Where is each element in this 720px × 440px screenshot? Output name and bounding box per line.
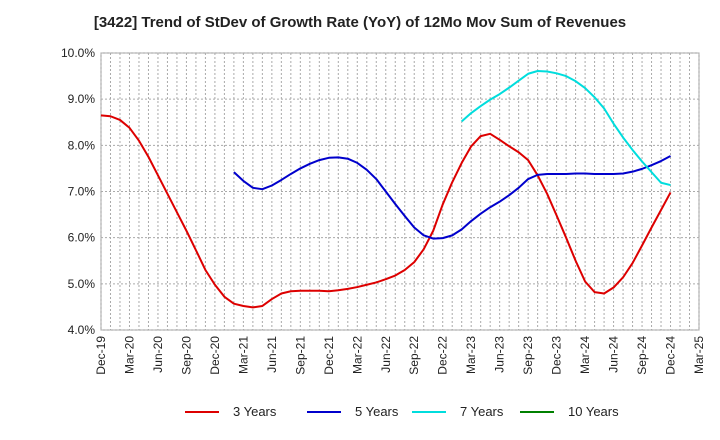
y-tick-label: 10.0% bbox=[61, 46, 95, 60]
x-tick-label: Dec-24 bbox=[664, 336, 678, 375]
legend-label: 3 Years bbox=[233, 404, 277, 419]
y-tick-label: 8.0% bbox=[68, 138, 96, 152]
x-tick-label: Jun-24 bbox=[607, 336, 621, 373]
legend-item-5-years: 5 Years bbox=[307, 404, 398, 419]
legend-label: 5 Years bbox=[355, 404, 399, 419]
series-line-7-years bbox=[461, 70, 671, 187]
series-line-5-years bbox=[233, 155, 671, 240]
x-tick-label: Mar-25 bbox=[692, 336, 706, 374]
x-tick-label: Dec-21 bbox=[322, 336, 336, 375]
x-tick-label: Dec-23 bbox=[550, 336, 564, 375]
x-tick-label: Dec-22 bbox=[436, 336, 450, 375]
x-tick-label: Dec-20 bbox=[208, 336, 222, 375]
x-tick-label: Mar-20 bbox=[122, 336, 136, 374]
legend-swatch bbox=[412, 410, 446, 413]
x-tick-label: Sep-22 bbox=[407, 336, 421, 375]
legend-item-10-years: 10 Years bbox=[520, 404, 619, 419]
x-tick-label: Sep-24 bbox=[635, 336, 649, 375]
x-axis-ticks: Dec-19 Mar-20 Jun-20 Sep-20 Dec-20 Mar-21 Jun-… bbox=[94, 336, 706, 375]
legend-item-7-years: 7 Years bbox=[412, 404, 503, 419]
y-tick-label: 4.0% bbox=[68, 323, 96, 337]
series-lines bbox=[100, 70, 672, 309]
legend-label: 7 Years bbox=[460, 404, 504, 419]
x-tick-label: Dec-19 bbox=[94, 336, 108, 375]
x-tick-label: Jun-23 bbox=[493, 336, 507, 373]
legend: 3 Years 5 Years 7 Years 10 Years bbox=[0, 404, 720, 426]
chart-title: [3422] Trend of StDev of Growth Rate (Yo… bbox=[93, 14, 627, 31]
x-tick-label: Mar-24 bbox=[578, 336, 592, 374]
y-axis-ticks: 4.0% 5.0% 6.0% 7.0% 8.0% 9.0% 10.0% bbox=[61, 46, 95, 337]
x-tick-label: Jun-22 bbox=[379, 336, 393, 373]
y-tick-label: 7.0% bbox=[68, 185, 96, 199]
legend-swatch bbox=[520, 410, 554, 413]
y-tick-label: 9.0% bbox=[68, 92, 96, 106]
x-tick-label: Mar-21 bbox=[236, 336, 250, 374]
x-tick-label: Sep-20 bbox=[179, 336, 193, 375]
x-tick-label: Jun-20 bbox=[151, 336, 165, 373]
x-tick-label: Sep-23 bbox=[521, 336, 535, 375]
y-tick-label: 6.0% bbox=[68, 231, 96, 245]
legend-label: 10 Years bbox=[568, 404, 619, 419]
x-tick-label: Sep-21 bbox=[293, 336, 307, 375]
x-tick-label: Mar-22 bbox=[350, 336, 364, 374]
series-line-3-years bbox=[100, 114, 672, 309]
x-tick-label: Jun-21 bbox=[265, 336, 279, 373]
legend-swatch bbox=[185, 410, 219, 413]
x-tick-label: Mar-23 bbox=[464, 336, 478, 374]
legend-item-3-years: 3 Years bbox=[185, 404, 276, 419]
legend-swatch bbox=[307, 410, 341, 413]
y-tick-label: 5.0% bbox=[68, 277, 96, 291]
